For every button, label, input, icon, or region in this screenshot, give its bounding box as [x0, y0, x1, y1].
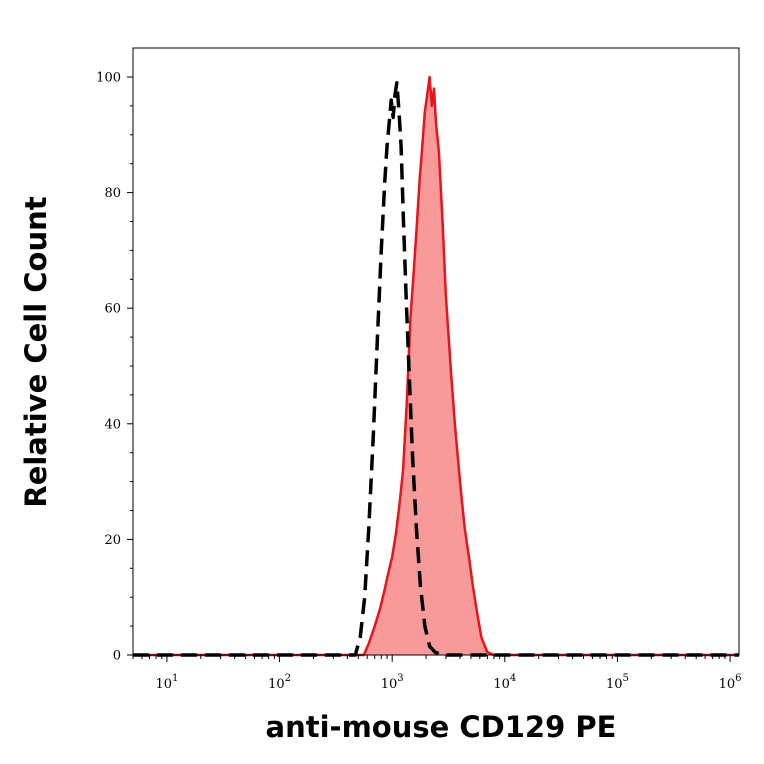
x-tick-label: 104 [493, 673, 516, 692]
x-tick-label: 106 [719, 673, 742, 692]
y-axis-label: Relative Cell Count [19, 196, 53, 507]
stained-histogram-line [133, 75, 739, 657]
y-tick-label: 20 [104, 533, 121, 548]
plot-area [133, 75, 739, 657]
x-tick-label: 101 [155, 673, 178, 692]
x-axis-label: anti-mouse CD129 PE [266, 710, 617, 744]
plot-frame [132, 47, 740, 656]
y-tick-label: 60 [104, 302, 121, 317]
y-tick-label: 0 [113, 649, 121, 664]
control-histogram-line [133, 81, 739, 657]
y-tick-label: 80 [104, 186, 121, 201]
axes: 0 20 40 60 80 100 101 102 103 104 105 106 [96, 71, 741, 693]
x-tick-label: 105 [606, 673, 629, 692]
stained-histogram-fill [133, 77, 739, 655]
x-tick-label: 102 [268, 673, 291, 692]
x-tick-label: 103 [381, 673, 404, 692]
y-tick-label: 100 [96, 71, 121, 86]
y-tick-label: 40 [104, 417, 121, 432]
